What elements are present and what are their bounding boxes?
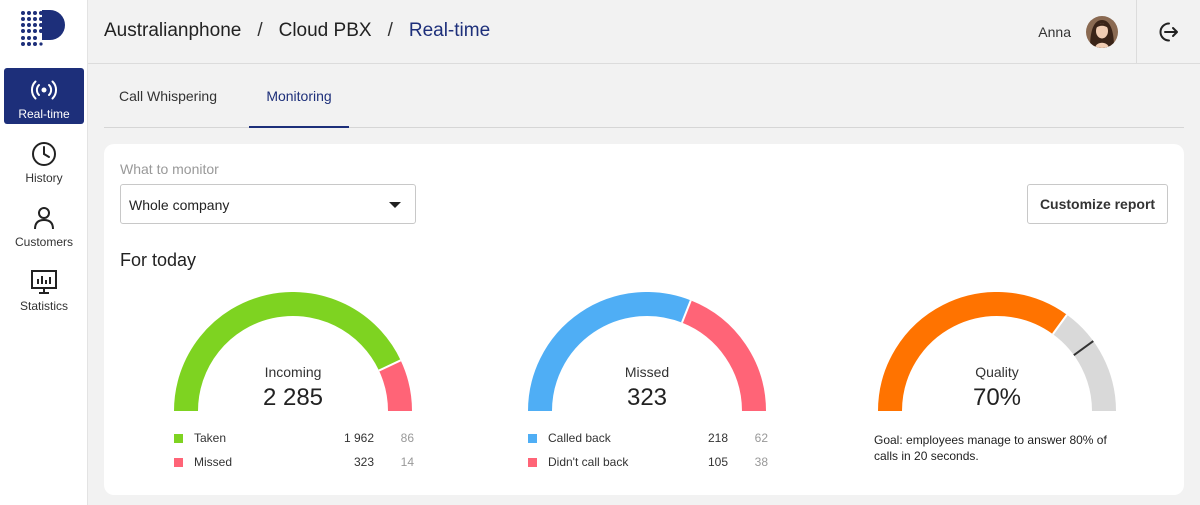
gauge-segment-divider bbox=[681, 299, 692, 324]
monitor-select[interactable]: Whole company bbox=[120, 184, 416, 224]
avatar[interactable] bbox=[1086, 16, 1118, 48]
legend-value: 1 962 bbox=[343, 431, 374, 445]
legend-dot bbox=[174, 458, 183, 467]
monitor-chart-icon bbox=[31, 270, 57, 294]
gauge-segment-0 bbox=[174, 292, 401, 412]
quality-goal-text: Goal: employees manage to answer 80% of … bbox=[874, 433, 1107, 463]
incoming-gauge-chart bbox=[174, 292, 412, 412]
user-avatar-icon bbox=[1086, 16, 1118, 48]
gauge-segment-1 bbox=[378, 360, 412, 412]
breadcrumb-separator: / bbox=[257, 20, 263, 41]
legend-value: 218 bbox=[707, 431, 728, 445]
legend-dot bbox=[528, 458, 537, 467]
sidebar-item-real-time[interactable]: Real-time bbox=[4, 68, 84, 124]
gauge-segment-1 bbox=[1052, 314, 1116, 412]
gauge-segment-divider bbox=[378, 359, 402, 372]
sidebar: Real-time History Customers Statistics bbox=[0, 0, 88, 505]
incoming-gauge-value: 2 285 bbox=[262, 384, 324, 411]
tab-bar: Call Whispering Monitoring bbox=[104, 64, 1184, 128]
monitoring-card: What to monitor Whole company Customize … bbox=[104, 144, 1184, 495]
legend-row: Didn't call back 105 38 bbox=[528, 455, 768, 471]
legend-value: 105 bbox=[707, 455, 728, 469]
quality-gauge-value: 70% bbox=[972, 384, 1022, 411]
legend-name: Taken bbox=[194, 431, 227, 445]
legend-row: Taken 1 962 86 bbox=[174, 431, 414, 447]
legend-secondary-value: 14 bbox=[400, 455, 414, 469]
legend-name: Didn't call back bbox=[548, 455, 629, 469]
sidebar-item-label: Customers bbox=[14, 235, 73, 249]
sidebar-item-label: Statistics bbox=[19, 299, 68, 313]
quality-gauge-label: Quality bbox=[975, 364, 1019, 380]
broadcast-icon bbox=[31, 80, 57, 100]
person-icon bbox=[34, 207, 54, 230]
customize-report-button[interactable]: Customize report bbox=[1027, 184, 1168, 224]
legend-secondary-value: 86 bbox=[400, 431, 414, 445]
legend-value: 323 bbox=[353, 455, 374, 469]
incoming-gauge-label: Incoming bbox=[264, 364, 322, 380]
breadcrumb-item-australianphone[interactable]: Australianphone bbox=[104, 20, 242, 41]
missed-gauge-label: Missed bbox=[624, 364, 670, 380]
breadcrumb-separator: / bbox=[387, 20, 393, 41]
legend-row: Missed 323 14 bbox=[174, 455, 414, 471]
header-divider bbox=[1136, 0, 1137, 64]
section-title: For today bbox=[120, 250, 197, 270]
breadcrumb: Australianphone / Cloud PBX / Real-time bbox=[104, 20, 490, 42]
quality-gauge: Quality 70% Goal: employees manage to an… bbox=[874, 292, 1120, 482]
gauge-segment-1 bbox=[681, 300, 766, 412]
missed-gauge-chart bbox=[528, 292, 766, 412]
legend-name: Called back bbox=[548, 431, 611, 445]
caret-down-icon bbox=[389, 202, 401, 208]
legend-row: Called back 218 62 bbox=[528, 431, 768, 447]
gauge-segment-divider bbox=[1052, 314, 1068, 335]
clock-icon bbox=[32, 142, 56, 166]
legend-secondary-value: 62 bbox=[754, 431, 768, 445]
legend-name: Missed bbox=[194, 455, 233, 469]
missed-gauge: Missed 323 Called back 218 62 Didn't cal… bbox=[524, 292, 770, 482]
breadcrumb-item-cloud-pbx[interactable]: Cloud PBX bbox=[278, 20, 372, 41]
incoming-gauge: Incoming 2 285 Taken 1 962 86 Missed 323… bbox=[170, 292, 416, 482]
user-name[interactable]: Anna bbox=[1038, 24, 1071, 40]
gauge-target-marker bbox=[1073, 340, 1094, 356]
logo-icon[interactable] bbox=[20, 8, 66, 54]
gauge-segment-0 bbox=[878, 292, 1067, 412]
quality-gauge-chart bbox=[878, 292, 1116, 412]
tab-call-whispering[interactable]: Call Whispering bbox=[118, 88, 218, 104]
breadcrumb-item-real-time: Real-time bbox=[408, 20, 491, 41]
gauge-segment-0 bbox=[528, 292, 691, 412]
monitor-select-value: Whole company bbox=[129, 197, 230, 213]
legend-secondary-value: 38 bbox=[754, 455, 768, 469]
logout-icon[interactable] bbox=[1156, 20, 1180, 44]
sidebar-item-customers[interactable]: Customers bbox=[4, 196, 84, 252]
sidebar-item-label: Real-time bbox=[18, 107, 70, 121]
tab-monitoring[interactable]: Monitoring bbox=[249, 64, 349, 128]
legend-dot bbox=[528, 434, 537, 443]
top-header: Australianphone / Cloud PBX / Real-time Anna bbox=[88, 0, 1200, 64]
sidebar-item-statistics[interactable]: Statistics bbox=[4, 260, 84, 316]
monitor-label: What to monitor bbox=[120, 161, 219, 177]
missed-gauge-value: 323 bbox=[626, 384, 668, 411]
sidebar-item-label: History bbox=[25, 171, 63, 185]
sidebar-item-history[interactable]: History bbox=[4, 132, 84, 188]
legend-dot bbox=[174, 434, 183, 443]
